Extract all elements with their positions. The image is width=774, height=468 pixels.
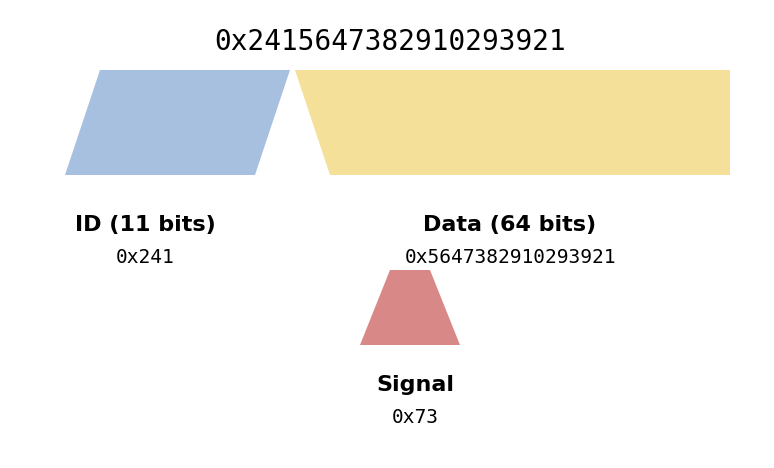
Text: 0x5647382910293921: 0x5647382910293921	[404, 248, 616, 267]
Text: 0x2415647382910293921: 0x2415647382910293921	[214, 28, 566, 56]
Text: 0x241: 0x241	[115, 248, 174, 267]
Text: Data (64 bits): Data (64 bits)	[423, 215, 597, 235]
Text: ID (11 bits): ID (11 bits)	[74, 215, 215, 235]
Text: Signal: Signal	[376, 375, 454, 395]
Polygon shape	[65, 70, 290, 175]
Polygon shape	[360, 270, 460, 345]
Text: 0x73: 0x73	[392, 408, 439, 427]
Polygon shape	[295, 70, 730, 175]
